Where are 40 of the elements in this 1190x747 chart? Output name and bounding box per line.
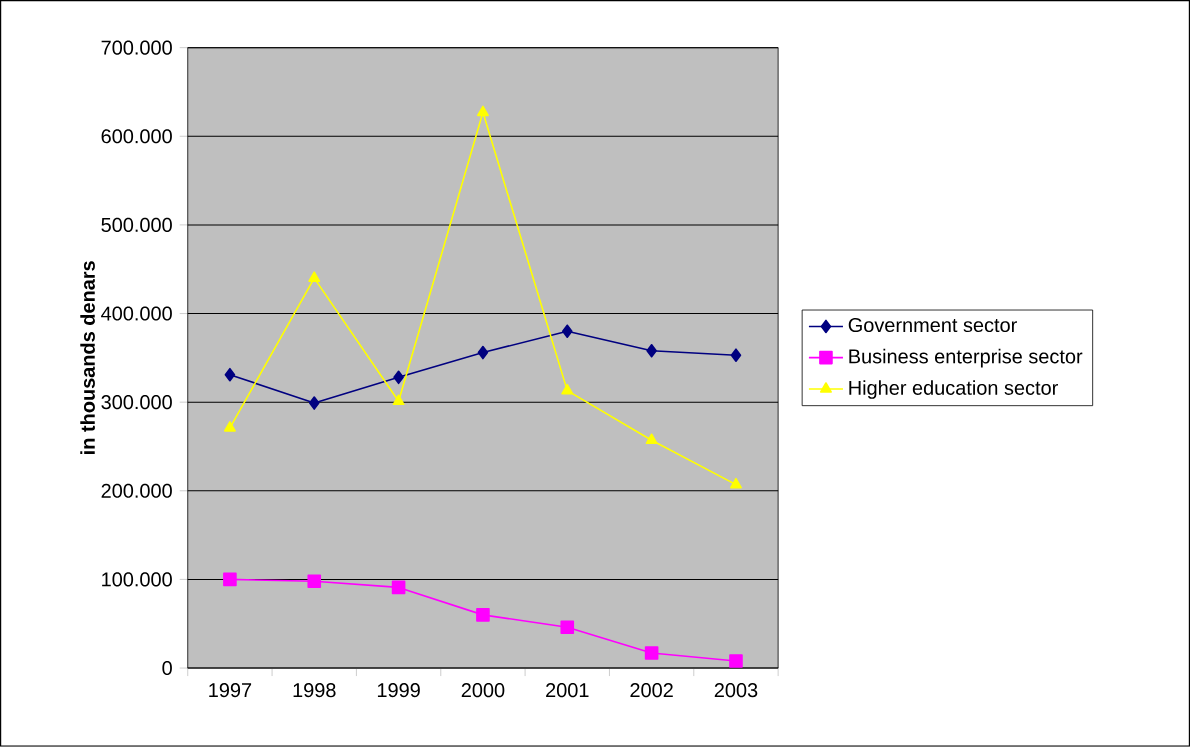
point — [729, 654, 743, 668]
x-tick-label: 1998 — [293, 683, 336, 698]
y-tick-label: 600.000 — [101, 129, 172, 144]
point — [223, 421, 236, 432]
point — [224, 368, 236, 382]
x-tick-label: 2001 — [546, 683, 589, 698]
point — [392, 394, 405, 406]
point — [561, 383, 574, 395]
point — [476, 105, 489, 117]
x-tick-label: 1999 — [377, 683, 420, 698]
y-tick-label: 200.000 — [101, 483, 172, 498]
point — [307, 574, 322, 589]
y-axis-title: in thousands denars — [80, 261, 95, 455]
x-tick-label: 1997 — [209, 683, 252, 698]
legend-label: Business enterprise sector — [849, 349, 1083, 368]
legend-label: Higher education sector — [849, 380, 1058, 399]
y-tick-label: 700.000 — [101, 40, 172, 55]
point — [729, 477, 742, 489]
point — [391, 580, 406, 595]
legend-label: Government sector — [848, 318, 1017, 333]
point — [644, 646, 659, 660]
x-tick-label: 2002 — [630, 683, 673, 698]
point — [477, 345, 489, 360]
point — [645, 433, 658, 445]
y-tick-label: 0 — [162, 661, 172, 676]
point — [560, 620, 575, 635]
point — [393, 370, 404, 385]
y-tick-label: 400.000 — [101, 306, 172, 321]
x-tick-label: 2000 — [461, 683, 505, 698]
y-tick-label: 100.000 — [102, 572, 172, 587]
x-tick-label: 2003 — [714, 683, 758, 698]
point — [476, 608, 490, 622]
point — [308, 396, 320, 410]
y-tick-label: 500.000 — [101, 217, 172, 233]
y-tick-label: 300.000 — [101, 395, 172, 410]
point — [223, 572, 237, 587]
point — [730, 348, 742, 363]
point — [308, 271, 321, 283]
point — [561, 324, 573, 339]
point — [646, 344, 657, 358]
